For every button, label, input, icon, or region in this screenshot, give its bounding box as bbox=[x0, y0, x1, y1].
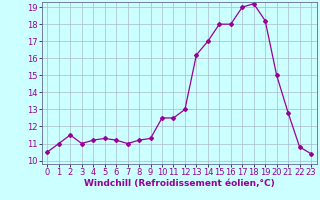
X-axis label: Windchill (Refroidissement éolien,°C): Windchill (Refroidissement éolien,°C) bbox=[84, 179, 275, 188]
